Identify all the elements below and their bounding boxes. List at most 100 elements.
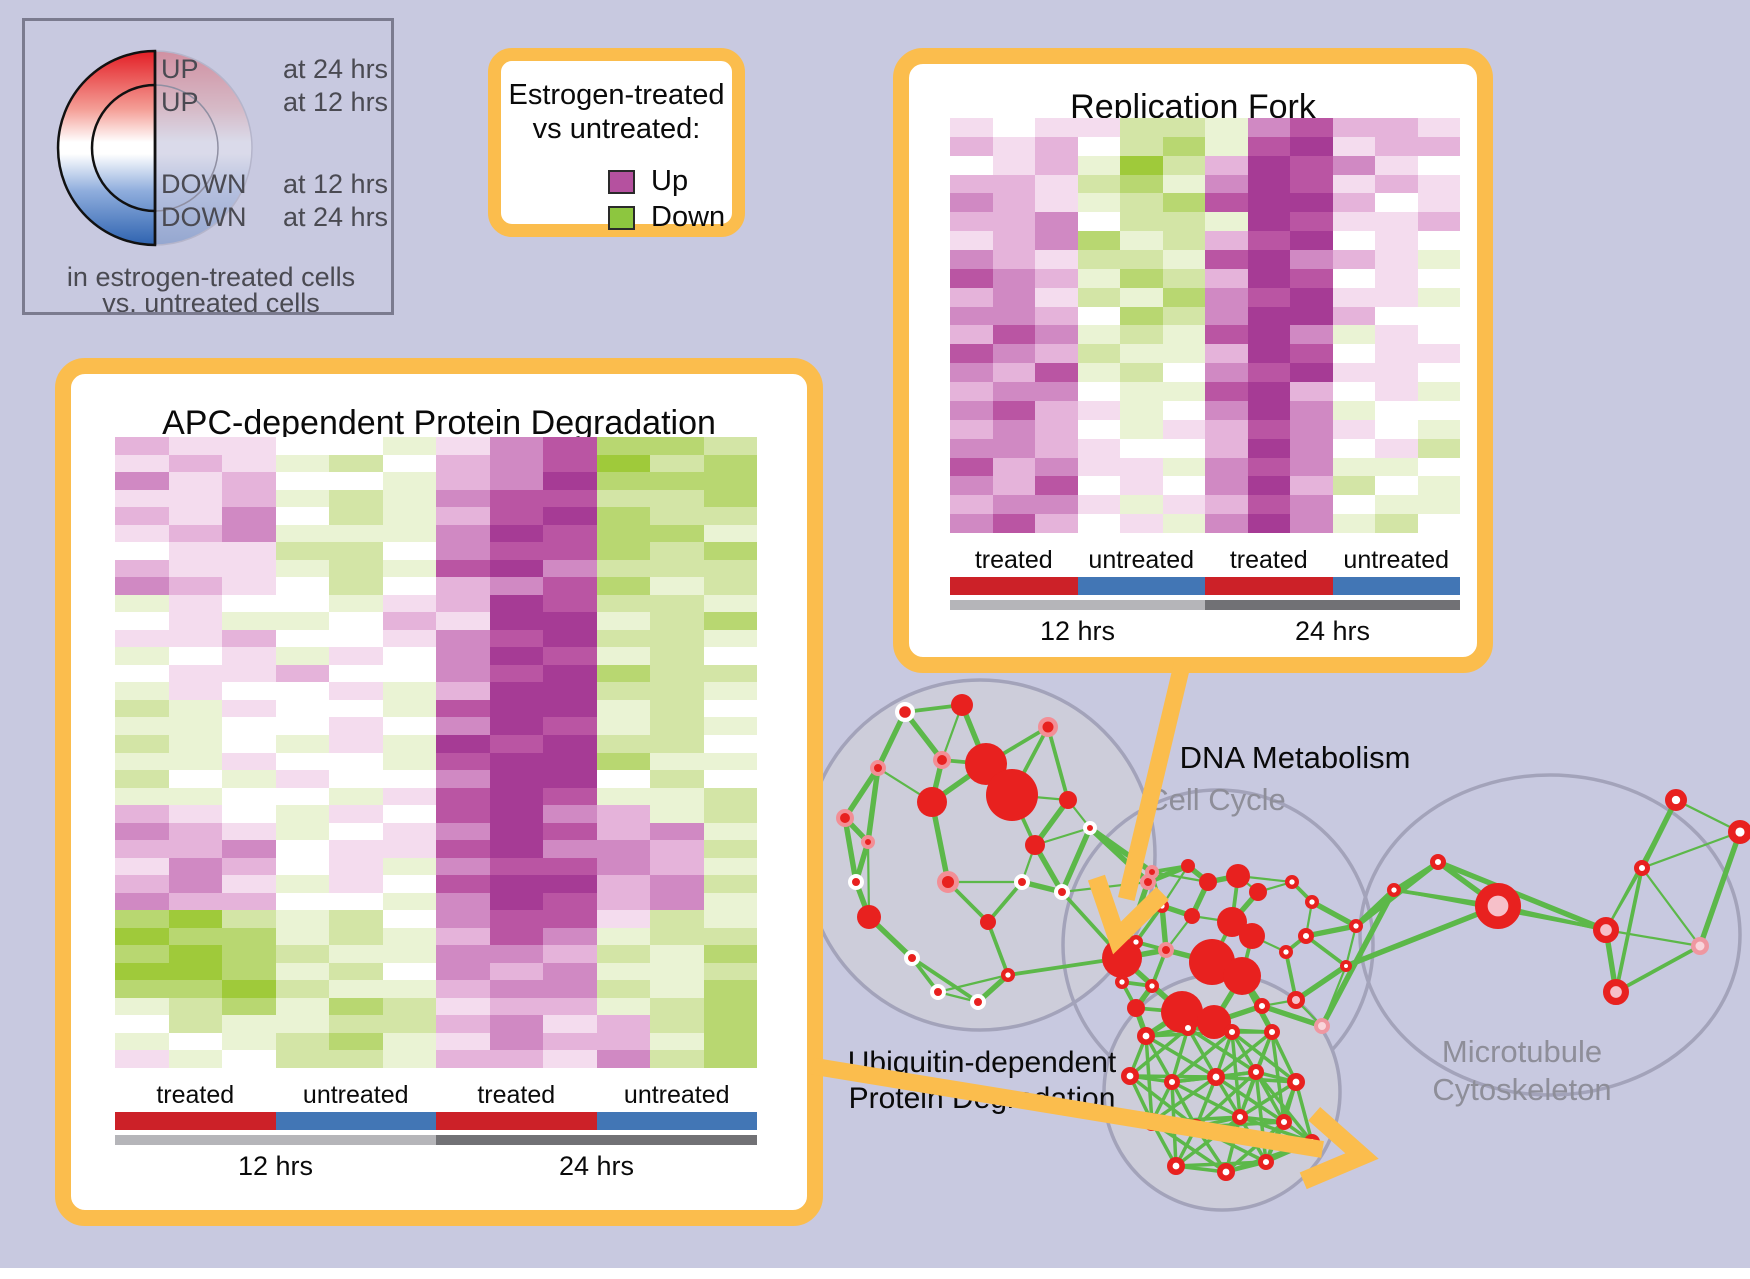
heatmap-cell [1375, 419, 1418, 439]
heatmap-cell [1077, 212, 1120, 232]
heatmap-cell [1077, 155, 1120, 175]
heatmap-cell [596, 542, 650, 560]
ring-row-word: DOWN [161, 169, 246, 199]
heatmap-cell [1290, 174, 1333, 194]
heatmap-cell [992, 382, 1035, 401]
gene-node [930, 984, 946, 1000]
heatmap-cell [1247, 476, 1290, 496]
heatmap-cell [1332, 212, 1375, 232]
heatmap-cell [596, 857, 650, 876]
heatmap-cell [222, 717, 276, 735]
apc-panel-title: APC-dependent Protein Degradation [162, 404, 716, 442]
heatmap-cell [329, 682, 383, 700]
cluster-outline [1358, 773, 1742, 1097]
treated-bar [1205, 577, 1333, 595]
heatmap-cell [1417, 287, 1460, 307]
heatmap-cell [992, 438, 1035, 458]
heatmap-cell [543, 682, 597, 700]
heatmap-cell [1247, 419, 1290, 439]
heatmap-cell [1120, 382, 1163, 401]
heatmap-cell [1035, 231, 1078, 251]
network-edge [1697, 829, 1743, 949]
heatmap-cell [489, 1032, 543, 1051]
heatmap-cell [543, 910, 597, 928]
heatmap-cell [543, 1015, 597, 1033]
heatmap-cell [1120, 457, 1163, 477]
heatmap-cell [1375, 287, 1418, 307]
heatmap-cell [543, 787, 597, 806]
heatmap-cell [1417, 476, 1460, 496]
heatmap-cell [436, 717, 490, 735]
heatmap-cell [222, 682, 276, 700]
heatmap-cell [436, 1032, 490, 1051]
gene-node [1223, 957, 1261, 995]
gene-node [1217, 1163, 1236, 1182]
heatmap-cell [1247, 495, 1290, 515]
heatmap-cell [168, 1050, 222, 1068]
heatmap-cell [222, 664, 276, 683]
heatmap-cell [382, 454, 436, 473]
time-bar-segment [436, 1135, 757, 1145]
treated-bar [950, 577, 1078, 595]
gene-node [1249, 883, 1267, 901]
rf-time-colorbar [950, 600, 1460, 610]
heatmap-cell [1247, 136, 1290, 156]
heatmap-cell [168, 752, 222, 771]
heatmap-cell [436, 577, 490, 595]
gene-node [870, 760, 886, 776]
gene-node [1253, 997, 1270, 1014]
heatmap-cell [1417, 118, 1460, 137]
gene-node [1305, 894, 1320, 909]
heatmap-cell [992, 231, 1035, 251]
heatmap-cell [436, 524, 490, 543]
heatmap-cell [1162, 174, 1205, 194]
heatmap-cell [275, 664, 329, 683]
heatmap-cell [596, 1032, 650, 1051]
heatmap-cell [596, 664, 650, 683]
heatmap-cell [1332, 514, 1375, 533]
heatmap-cell [436, 805, 490, 823]
heatmap-cell [1332, 268, 1375, 288]
heatmap-cell [703, 524, 757, 543]
heatmap-cell [275, 612, 329, 630]
gene-node [1275, 1113, 1292, 1130]
heatmap-cell [436, 752, 490, 771]
heatmap-cell [543, 980, 597, 998]
cluster-label: Cytoskeleton [1432, 1072, 1611, 1107]
network-edge [1309, 899, 1359, 929]
time-label: 24 hrs [1294, 616, 1371, 646]
heatmap-cell [489, 507, 543, 525]
heatmap-cell [1120, 344, 1163, 364]
heatmap-cell [275, 454, 329, 473]
heatmap-cell [1247, 344, 1290, 364]
heatmap-cell [115, 927, 169, 946]
gene-node [980, 914, 996, 930]
heatmap-cell [1417, 438, 1460, 458]
heatmap-cell [650, 664, 704, 683]
heatmap-cell [1035, 438, 1078, 458]
heatmap-cell [703, 1015, 757, 1033]
gene-node [1167, 1157, 1186, 1176]
heatmap-cell [275, 542, 329, 560]
heatmap-cell [703, 734, 757, 753]
heatmap-cell [222, 962, 276, 981]
heatmap-cell [1035, 382, 1078, 401]
network-edge [1259, 1003, 1325, 1029]
gene-node [1129, 934, 1144, 949]
heatmap-cell [1375, 344, 1418, 364]
heatmap-cell [382, 752, 436, 771]
heatmap-cell [1035, 174, 1078, 194]
heatmap-cell [596, 734, 650, 753]
heatmap-cell [543, 507, 597, 525]
heatmap-cell [1035, 155, 1078, 175]
heatmap-cell [992, 325, 1035, 345]
network-edge [875, 709, 908, 771]
heatmap-cell [1332, 325, 1375, 345]
heatmap-cell [436, 787, 490, 806]
heatmap-cell [168, 945, 222, 963]
heatmap-cell [703, 980, 757, 998]
heatmap-cell [115, 980, 169, 998]
heatmap-cell [382, 857, 436, 876]
heatmap-cell [950, 457, 993, 477]
time-bar-segment [115, 1135, 436, 1145]
